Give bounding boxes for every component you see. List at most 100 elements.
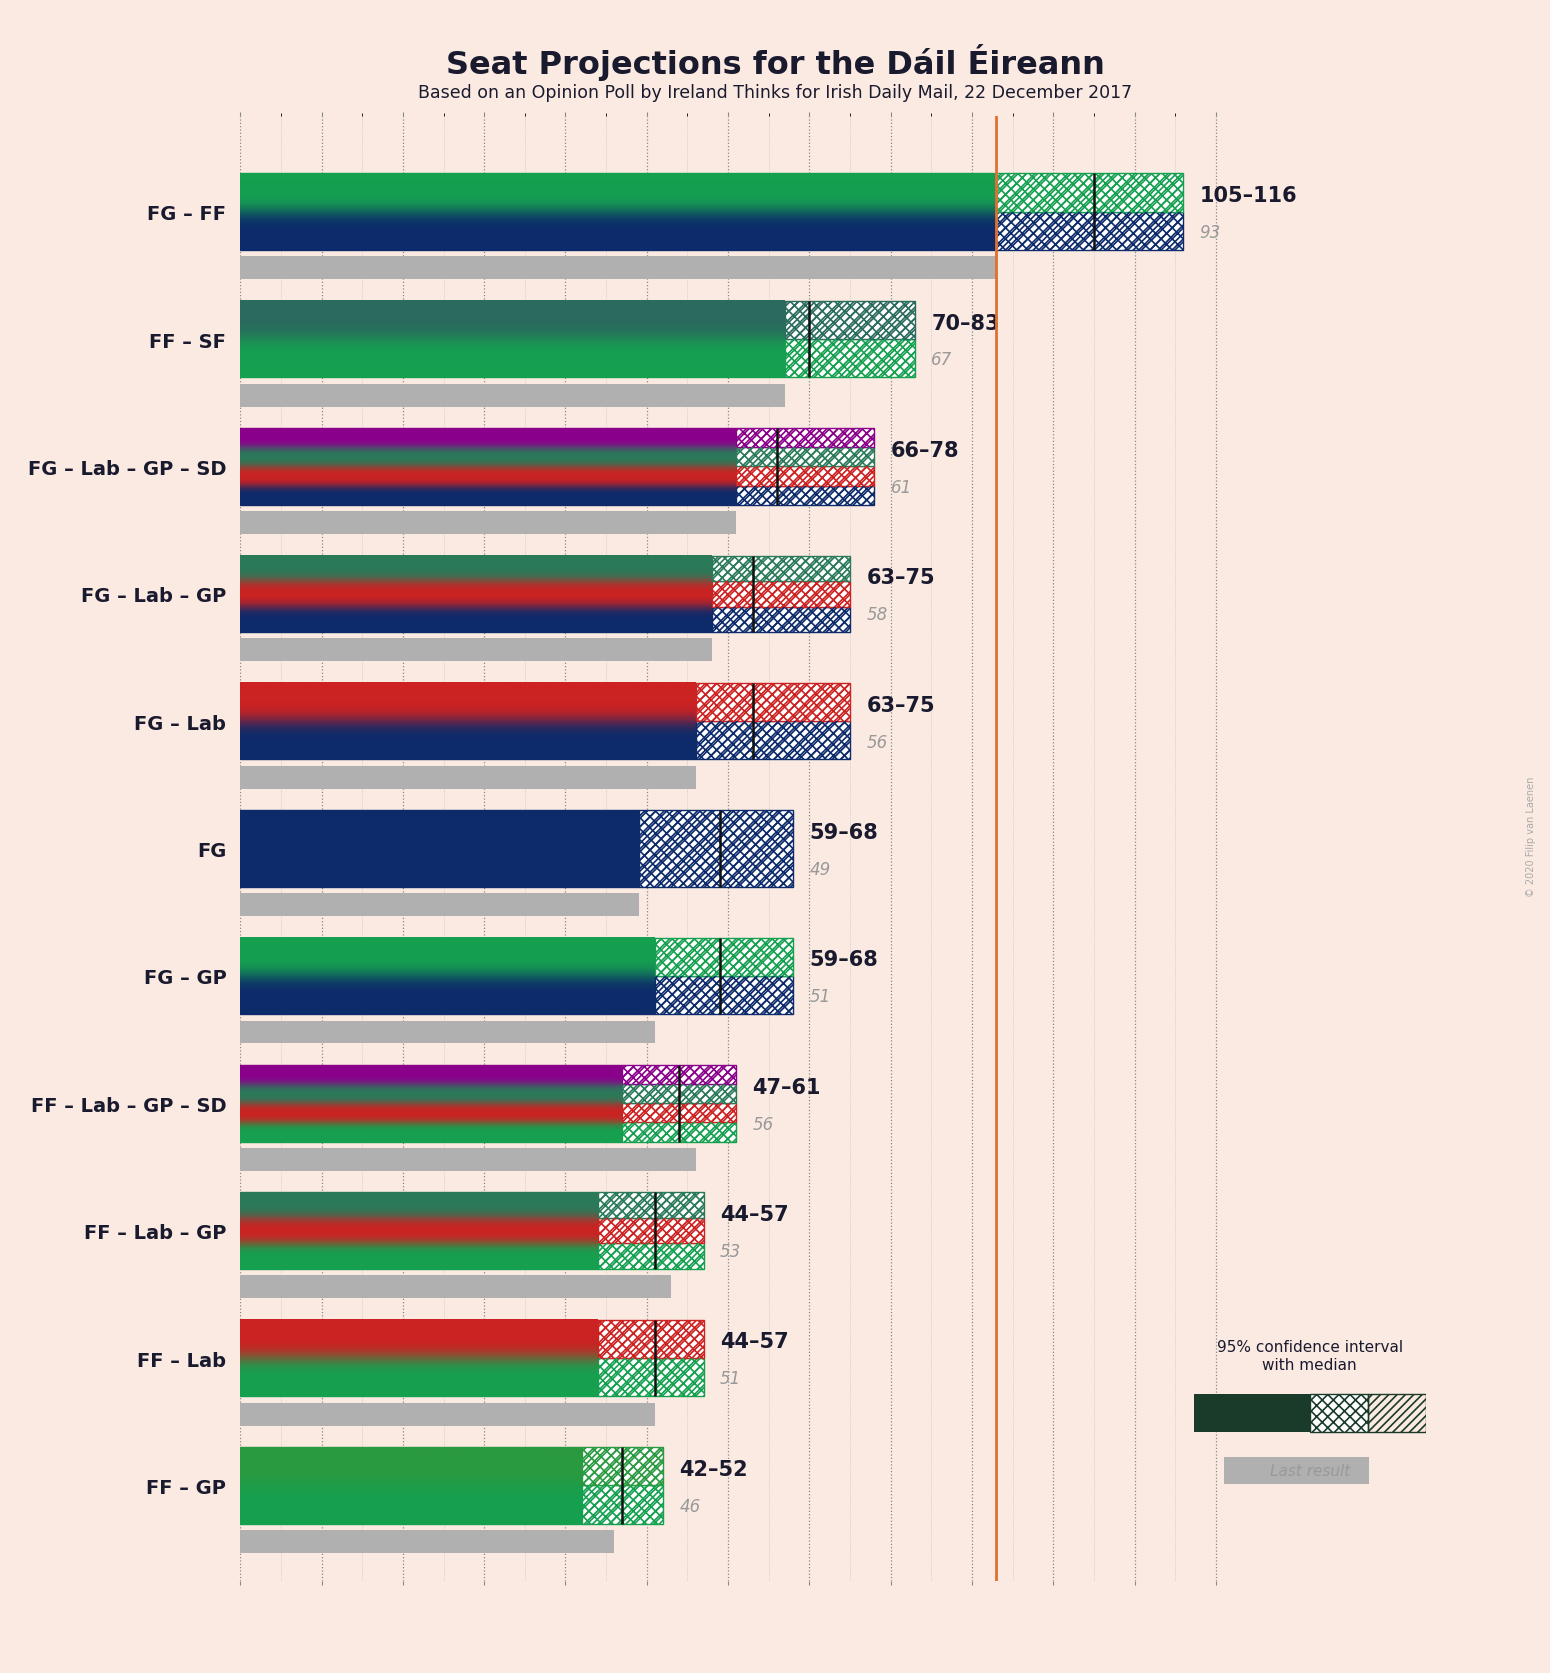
Bar <box>736 487 874 505</box>
Bar <box>240 385 784 407</box>
Bar <box>639 811 794 887</box>
Bar <box>623 1084 736 1104</box>
Text: 56: 56 <box>866 733 888 751</box>
Text: 47–61: 47–61 <box>752 1077 822 1097</box>
Bar <box>240 512 736 535</box>
Bar <box>623 1066 736 1084</box>
Text: 56: 56 <box>752 1114 773 1133</box>
Bar <box>240 1066 623 1084</box>
Bar <box>240 1320 598 1358</box>
Text: 61: 61 <box>891 478 911 497</box>
Bar <box>581 1486 663 1524</box>
Bar <box>240 428 736 448</box>
Bar <box>240 467 736 487</box>
Bar <box>240 487 736 505</box>
Bar <box>1224 1457 1369 1484</box>
Bar <box>784 301 914 340</box>
Text: 46: 46 <box>679 1497 701 1514</box>
Text: 59–68: 59–68 <box>809 823 879 843</box>
Bar <box>240 555 711 582</box>
Text: 63–75: 63–75 <box>866 696 935 714</box>
Bar <box>711 607 849 632</box>
Bar <box>736 467 874 487</box>
Bar <box>598 1320 704 1358</box>
Bar <box>623 1104 736 1123</box>
Text: 51: 51 <box>721 1370 741 1387</box>
Bar <box>240 1148 696 1171</box>
Text: 42–52: 42–52 <box>679 1459 749 1479</box>
Bar <box>581 1447 663 1486</box>
Text: 49: 49 <box>809 860 831 878</box>
Bar <box>240 639 711 663</box>
Text: 66–78: 66–78 <box>891 440 959 460</box>
Bar <box>997 174 1184 212</box>
Bar <box>598 1320 704 1358</box>
Bar <box>696 721 849 760</box>
Text: 70–83: 70–83 <box>932 313 1000 333</box>
Bar <box>240 684 696 721</box>
Bar <box>736 467 874 487</box>
Bar <box>656 939 794 977</box>
Bar <box>623 1123 736 1141</box>
Bar <box>240 811 639 887</box>
Bar <box>997 212 1184 251</box>
Bar <box>240 1447 581 1486</box>
Bar <box>240 258 997 279</box>
Bar <box>696 684 849 721</box>
Bar <box>736 428 874 448</box>
Bar <box>623 1066 736 1084</box>
Bar <box>736 487 874 505</box>
Text: 63–75: 63–75 <box>866 567 935 587</box>
Bar <box>598 1358 704 1397</box>
Bar <box>736 448 874 467</box>
Bar <box>240 1531 614 1553</box>
Bar <box>240 1123 623 1141</box>
Text: 51: 51 <box>809 987 831 1005</box>
Text: 93: 93 <box>1200 224 1221 243</box>
Bar <box>997 174 1184 212</box>
Bar <box>581 1447 663 1486</box>
Text: Last result: Last result <box>1269 1464 1350 1477</box>
Bar <box>598 1218 704 1243</box>
Bar <box>1367 1394 1426 1432</box>
Bar <box>623 1104 736 1123</box>
Bar <box>240 448 736 467</box>
Bar <box>696 721 849 760</box>
Bar <box>711 607 849 632</box>
Text: 67: 67 <box>932 351 953 370</box>
Bar <box>240 607 711 632</box>
Bar <box>623 1084 736 1104</box>
Bar <box>696 684 849 721</box>
Bar <box>623 1123 736 1141</box>
Text: 105–116: 105–116 <box>1200 186 1297 206</box>
Text: 44–57: 44–57 <box>721 1205 789 1225</box>
Bar <box>784 340 914 378</box>
Bar <box>240 893 639 917</box>
Bar <box>784 340 914 378</box>
Bar <box>581 1486 663 1524</box>
Bar <box>240 1193 598 1218</box>
Bar <box>240 340 784 378</box>
Text: © 2020 Filip van Laenen: © 2020 Filip van Laenen <box>1527 776 1536 897</box>
Bar <box>240 1104 623 1123</box>
Bar <box>598 1218 704 1243</box>
Bar <box>598 1193 704 1218</box>
Bar <box>240 301 784 340</box>
Bar <box>711 582 849 607</box>
Bar <box>240 721 696 760</box>
Text: Seat Projections for the Dáil Éireann: Seat Projections for the Dáil Éireann <box>445 43 1105 80</box>
Bar <box>598 1358 704 1397</box>
Bar <box>240 766 696 790</box>
Bar <box>240 1021 656 1044</box>
Bar <box>240 1358 598 1397</box>
Bar <box>240 174 997 212</box>
Text: 44–57: 44–57 <box>721 1332 789 1352</box>
Bar <box>656 939 794 977</box>
Text: 53: 53 <box>721 1243 741 1260</box>
Bar <box>1194 1394 1310 1432</box>
Bar <box>240 1218 598 1243</box>
Bar <box>639 811 794 887</box>
Bar <box>997 212 1184 251</box>
Bar <box>240 939 656 977</box>
Bar <box>598 1243 704 1270</box>
